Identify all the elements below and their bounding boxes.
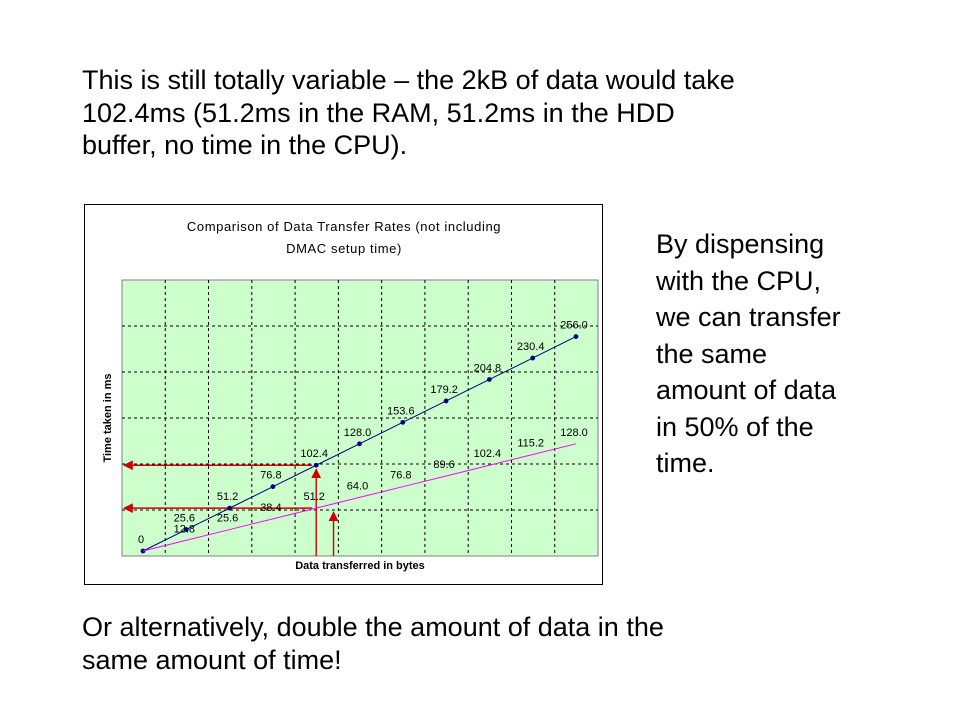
series-1-data-label: 179.2 [430,384,458,396]
series-2-line [142,443,577,552]
series-1-point [400,419,406,425]
series-2-data-label: 76.8 [390,470,411,482]
series-2-data-label: 51.2 [303,491,324,503]
top-text-line: This is still totally variable – the 2kB… [82,65,735,95]
y-axis-label: Time taken in ms [102,373,114,462]
chart-frame: Comparison of Data Transfer Rates (not i… [84,204,603,585]
series-1-data-label: 256.0 [560,320,588,332]
series-1-data-label: 230.4 [517,341,545,353]
series-1-data-label: 0 [138,534,144,546]
top-text-line: 102.4ms (51.2ms in the RAM, 51.2ms in th… [82,97,675,128]
side-text: By dispensing with the CPU, we can trans… [656,226,896,482]
series-1-point [270,484,276,490]
series-2-data-label: 128.0 [560,427,588,439]
side-text-line: amount of data [656,375,837,405]
series-1-point [487,377,492,382]
side-text-line: we can transfer [656,302,841,332]
series-2-data-label: 89.6 [433,459,454,471]
series-2-data-label: 12.8 [174,523,195,535]
series-2-data-label: 25.6 [217,513,238,525]
series-2-data-label: 64.0 [347,480,368,492]
series-1-point [530,355,536,361]
series-1-data-label: 51.2 [217,491,238,503]
chart-title: Comparison of Data Transfer Rates (not i… [187,219,501,234]
side-text-line: time. [656,448,715,478]
bottom-text-line: same amount of time! [82,644,342,675]
series-2-data-label: 115.2 [517,438,544,450]
series-1-data-label: 153.6 [387,405,415,417]
series-1-point [183,527,189,532]
side-text-line: in 50% of the [656,411,814,442]
bottom-text: Or alternatively, double the amount of d… [82,611,842,676]
series-1-point [357,441,362,447]
series-1-point [313,462,319,468]
series-1-point [227,505,233,511]
chart: Comparison of Data Transfer Rates (not i… [102,219,599,572]
series-2-data-label: 102.4 [474,448,502,460]
series-2-data-label: 38.4 [260,502,281,514]
series-1-point [573,334,579,339]
series-1-point [443,398,449,404]
side-text-line: with the CPU, [656,265,822,296]
side-text-line: the same [656,338,768,369]
series-1-data-label: 204.8 [474,362,502,374]
top-text-line: buffer, no time in the CPU). [82,130,408,160]
chart-title: DMAC setup time) [286,241,402,256]
x-axis-label: Data transferred in bytes [295,560,425,572]
side-text-line: By dispensing [656,229,825,259]
top-text: This is still totally variable – the 2kB… [82,64,882,162]
series-1-data-label: 25.6 [174,513,195,525]
series-1-data-label: 128.0 [344,427,372,439]
bottom-text-line: Or alternatively, double the amount of d… [82,612,664,642]
series-1-data-label: 76.8 [260,470,281,482]
series-1-data-label: 102.4 [300,448,328,460]
